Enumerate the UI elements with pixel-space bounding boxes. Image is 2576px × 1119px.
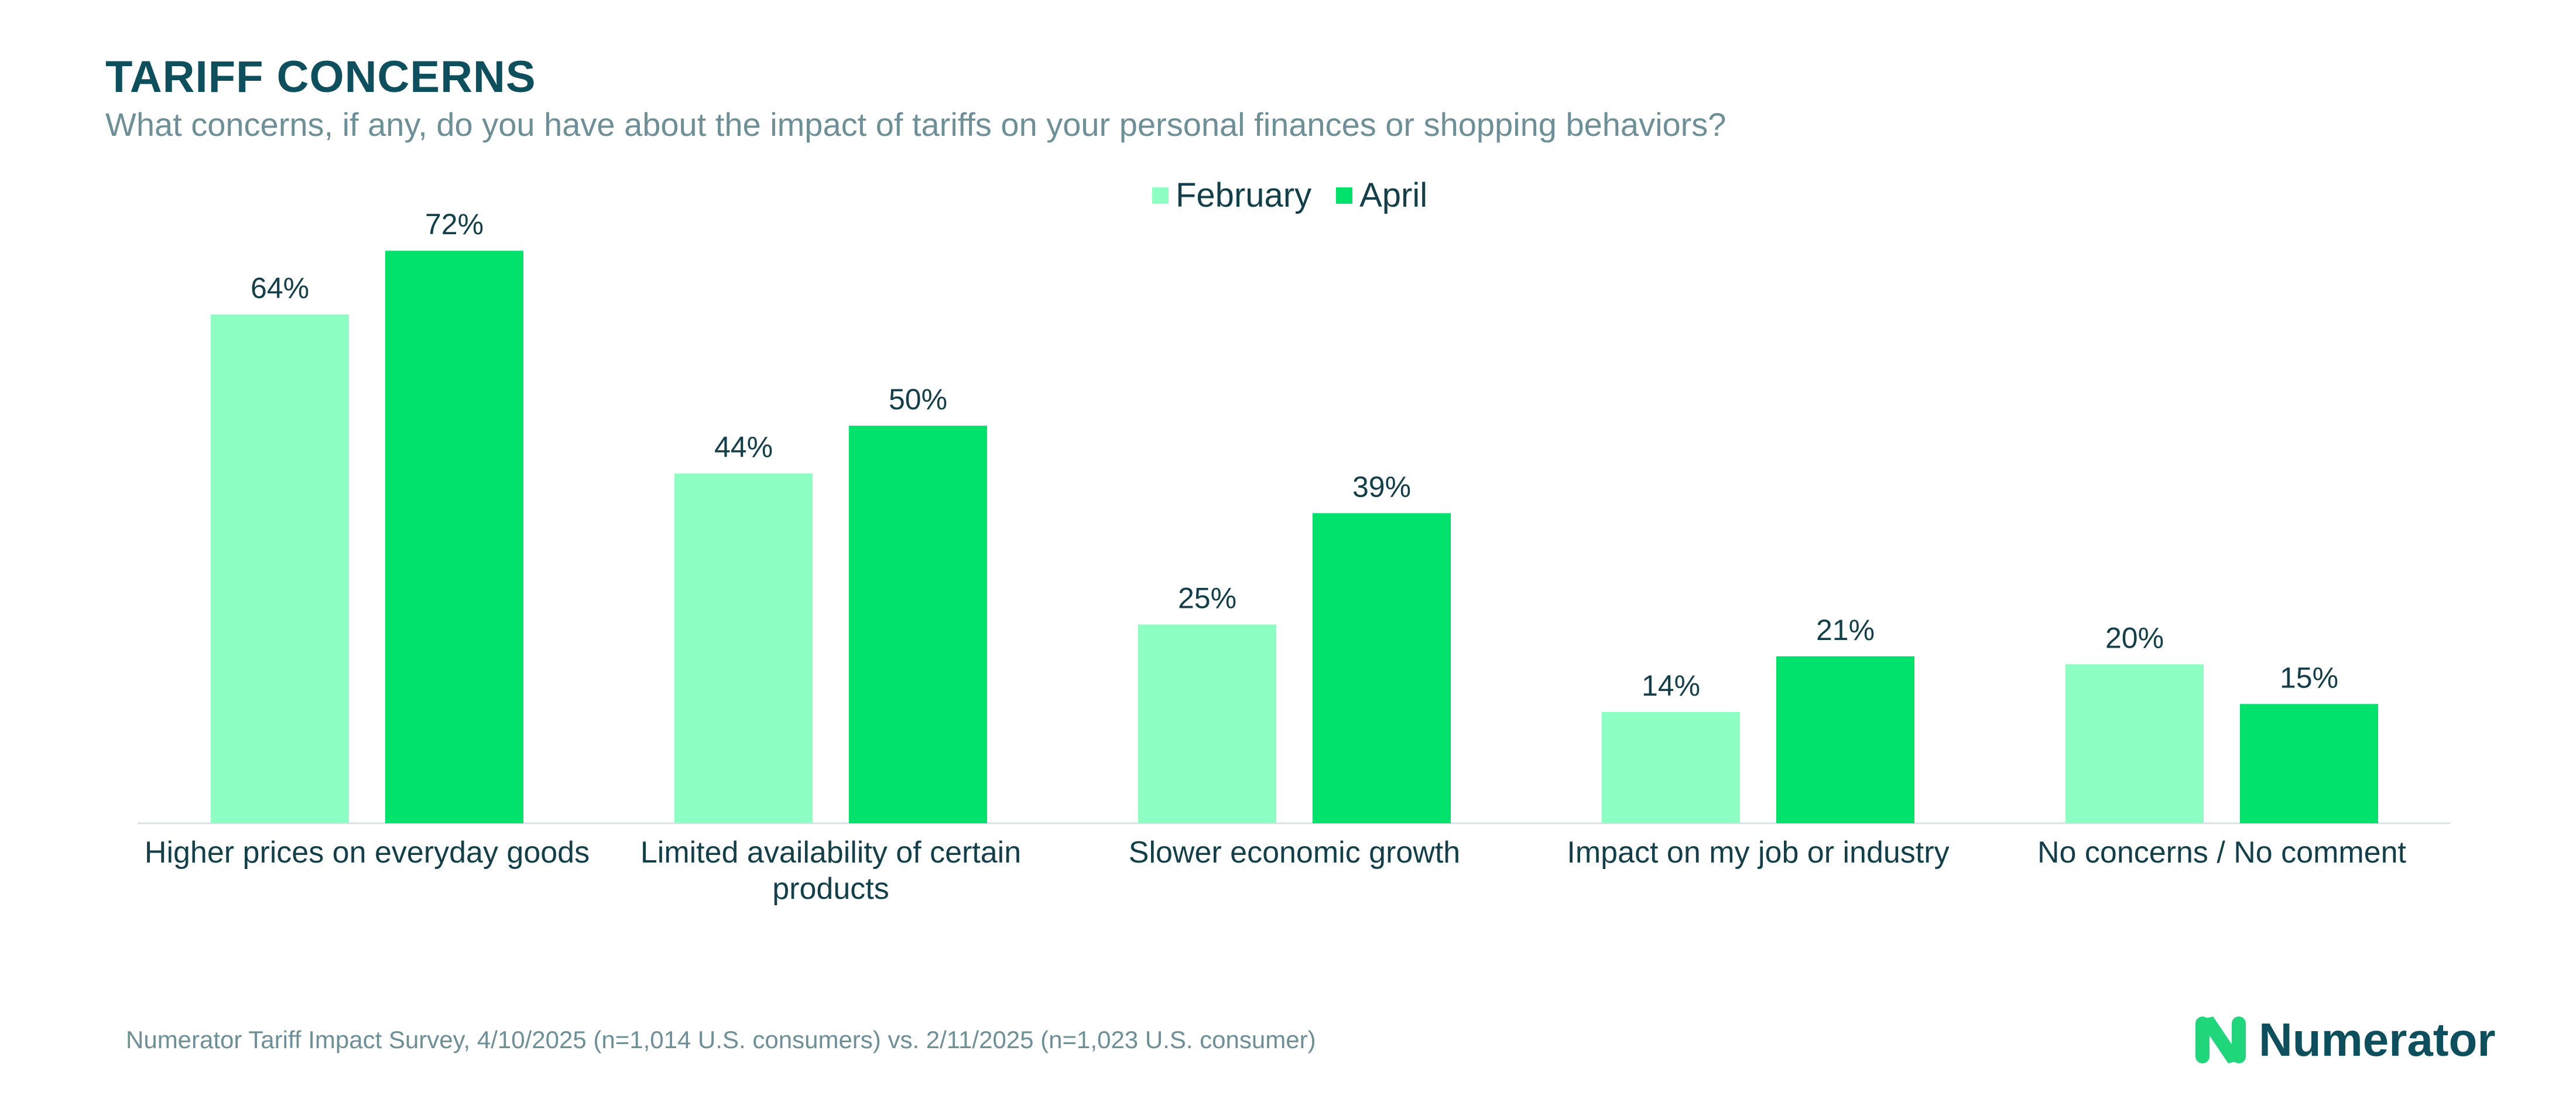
legend-swatch-february: [1152, 187, 1169, 204]
legend-item-february: February: [1152, 176, 1311, 215]
numerator-n-logo-icon: [2195, 1017, 2246, 1063]
bar-february-0: [211, 314, 349, 823]
data-label-february-0: 64%: [251, 272, 309, 304]
page-title: TARIFF CONCERNS: [105, 52, 536, 102]
bar-february-4: [2065, 664, 2204, 823]
bar-april-4: [2240, 704, 2378, 823]
data-label-april-1: 50%: [889, 383, 947, 416]
category-label-2: Slower economic growth: [1128, 836, 1461, 870]
data-label-february-3: 14%: [1642, 669, 1700, 702]
bar-april-0: [385, 251, 523, 823]
bar-april-3: [1776, 656, 1914, 823]
data-label-april-2: 39%: [1352, 470, 1411, 503]
legend-item-april: April: [1336, 176, 1427, 215]
legend-label-april: April: [1359, 176, 1428, 214]
data-label-february-1: 44%: [714, 430, 773, 463]
category-label-3: Impact on my job or industry: [1567, 836, 1950, 870]
bar-april-2: [1313, 513, 1451, 823]
bar-april-1: [849, 426, 987, 823]
numerator-logo: Numerator: [2195, 1013, 2496, 1067]
legend-label-february: February: [1176, 176, 1312, 214]
data-label-february-2: 25%: [1178, 582, 1236, 615]
data-label-april-0: 72%: [425, 208, 484, 241]
data-label-april-4: 15%: [2280, 661, 2338, 694]
category-label-1: Limited availability of certain products: [640, 836, 1022, 906]
category-label-0: Higher prices on everyday goods: [144, 836, 590, 870]
data-label-february-4: 20%: [2105, 621, 2164, 654]
logo-text: Numerator: [2259, 1014, 2496, 1066]
category-label-4: No concerns / No comment: [2037, 836, 2407, 870]
page-subtitle: What concerns, if any, do you have about…: [105, 106, 1727, 143]
bar-february-1: [674, 473, 813, 823]
source-footnote: Numerator Tariff Impact Survey, 4/10/202…: [126, 1026, 1316, 1053]
bar-february-2: [1138, 624, 1276, 823]
chart-legend: February April: [1152, 176, 1452, 215]
legend-swatch-april: [1336, 187, 1353, 204]
data-label-april-3: 21%: [1816, 614, 1875, 646]
bar-february-3: [1602, 711, 1740, 823]
